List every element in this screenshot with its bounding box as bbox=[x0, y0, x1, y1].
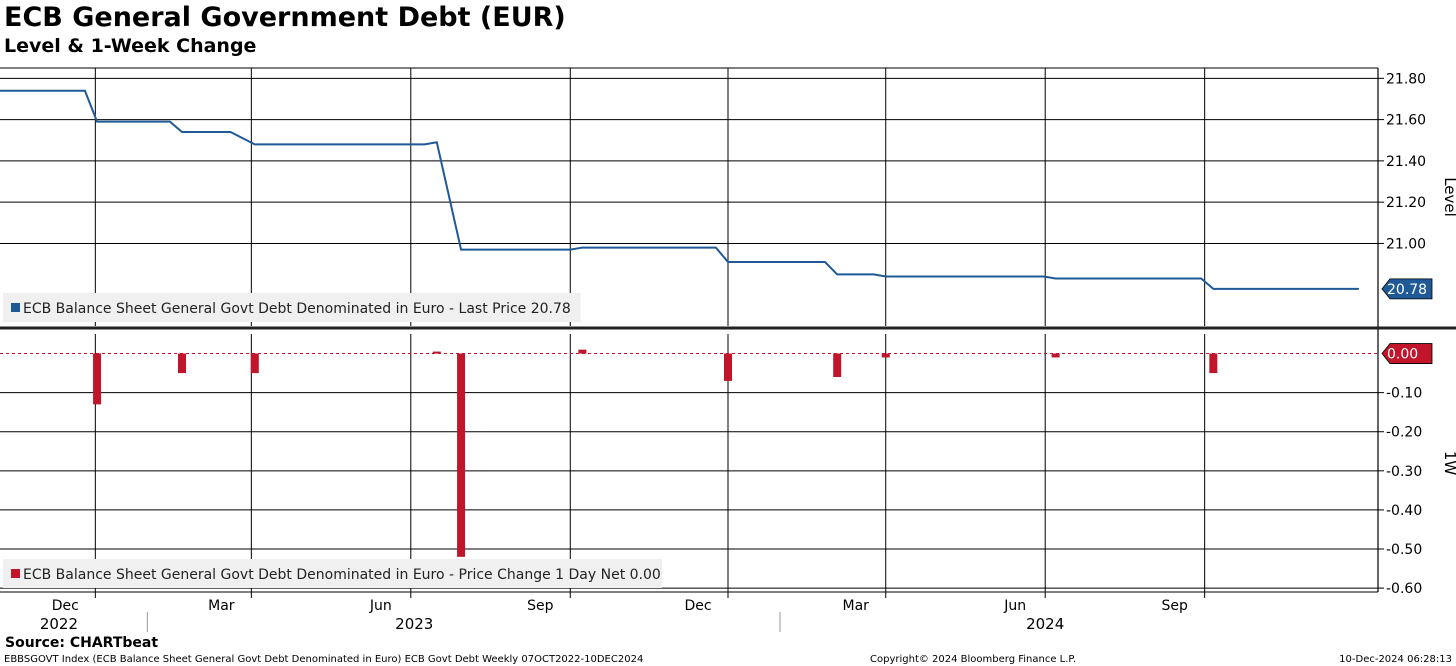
y-tick-label: 21.80 bbox=[1386, 71, 1426, 87]
change-bar bbox=[457, 353, 466, 557]
legend-swatch bbox=[11, 569, 20, 578]
source-label: Source: CHARTbeat bbox=[5, 635, 159, 651]
change-bar bbox=[724, 353, 732, 381]
y-tick-label: -0.30 bbox=[1386, 464, 1422, 480]
legend-box bbox=[3, 293, 581, 322]
chart-subtitle: Level & 1-Week Change bbox=[4, 35, 257, 57]
y-tick-label: 21.00 bbox=[1386, 236, 1426, 252]
footer-description: EBBSGOVT Index (ECB Balance Sheet Genera… bbox=[4, 654, 644, 665]
x-tick-label: Sep bbox=[527, 598, 554, 614]
x-tick-label: Mar bbox=[843, 598, 870, 614]
x-tick-label: Dec bbox=[52, 598, 79, 614]
y-tick-label: -0.50 bbox=[1386, 542, 1422, 558]
x-year-label: 2024 bbox=[1026, 615, 1064, 633]
last-value-label: 20.78 bbox=[1387, 282, 1427, 298]
x-tick-label: Jun bbox=[1003, 598, 1026, 614]
x-tick-label: Mar bbox=[208, 598, 235, 614]
level-line bbox=[0, 89, 1359, 290]
change-bar bbox=[178, 353, 186, 374]
y-tick-label: -0.60 bbox=[1386, 581, 1422, 597]
change-bar bbox=[1209, 353, 1218, 374]
change-bar bbox=[881, 353, 890, 358]
y-tick-label: 21.40 bbox=[1386, 154, 1426, 170]
y-tick-label: -0.10 bbox=[1386, 386, 1422, 402]
footer-copyright: Copyright© 2024 Bloomberg Finance L.P. bbox=[870, 654, 1077, 665]
x-year-label: 2023 bbox=[395, 615, 433, 633]
y-tick-label: -0.40 bbox=[1386, 503, 1422, 519]
x-tick-label: Sep bbox=[1161, 598, 1188, 614]
change-bar bbox=[432, 351, 441, 354]
x-tick-label: Dec bbox=[684, 598, 711, 614]
change-bar bbox=[250, 353, 259, 374]
change-bar bbox=[93, 353, 102, 405]
y-tick-label: 21.20 bbox=[1386, 195, 1426, 211]
legend-label: ECB Balance Sheet General Govt Debt Deno… bbox=[23, 301, 571, 317]
change-bar bbox=[833, 353, 842, 377]
x-tick-label: Jun bbox=[369, 598, 392, 614]
y-axis-title: 1W bbox=[1441, 451, 1456, 476]
legend-box bbox=[3, 559, 662, 588]
footer-timestamp: 10-Dec-2024 06:28:13 bbox=[1339, 654, 1452, 665]
legend-label: ECB Balance Sheet General Govt Debt Deno… bbox=[23, 567, 661, 583]
y-tick-label: -0.20 bbox=[1386, 425, 1422, 441]
change-bar bbox=[578, 349, 587, 354]
last-value-badge bbox=[1381, 278, 1433, 300]
legend-swatch bbox=[11, 303, 20, 312]
y-axis-title: Level bbox=[1441, 177, 1456, 217]
last-value-badge bbox=[1381, 343, 1433, 364]
last-value-label: 0.00 bbox=[1387, 347, 1418, 363]
x-year-label: 2022 bbox=[40, 615, 78, 633]
chart-title: ECB General Government Debt (EUR) bbox=[4, 2, 566, 33]
y-tick-label: 21.60 bbox=[1386, 113, 1426, 129]
change-bar bbox=[1051, 353, 1060, 358]
